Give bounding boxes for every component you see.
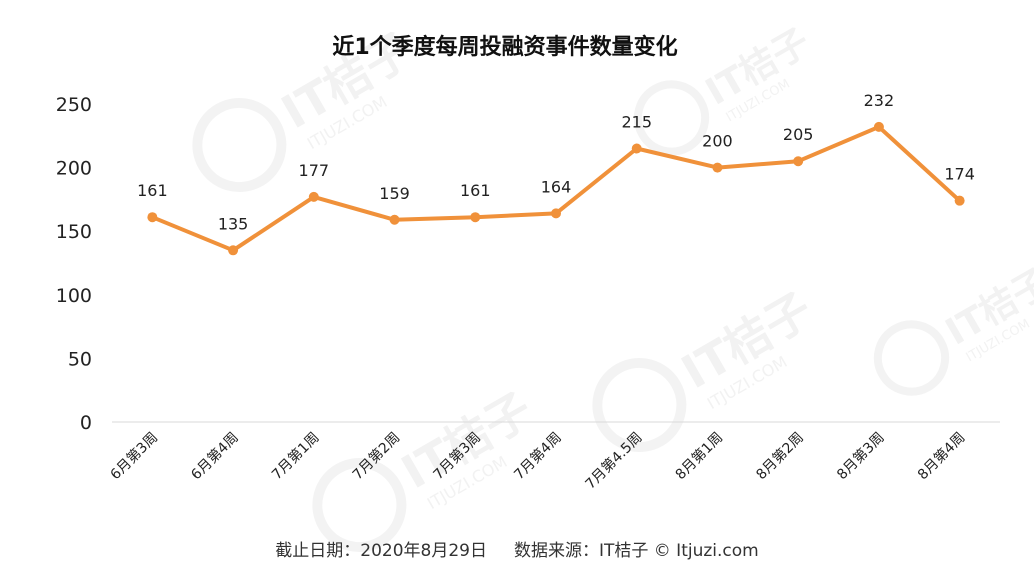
data-point — [873, 121, 884, 132]
data-point — [308, 191, 319, 202]
data-label: 164 — [541, 177, 572, 196]
watermark-logo-icon — [592, 358, 687, 452]
y-tick-label: 250 — [56, 94, 92, 116]
y-tick-label: 50 — [68, 348, 92, 370]
data-point — [793, 156, 804, 167]
chart-title: 近1个季度每周投融资事件数量变化 — [332, 34, 677, 60]
data-point — [147, 212, 158, 223]
series-layer — [147, 121, 965, 256]
x-tick-label: 8月第1周 — [672, 429, 726, 483]
data-label: 232 — [864, 91, 895, 110]
data-label: 205 — [783, 125, 814, 144]
data-point — [228, 245, 239, 256]
watermark-logo-icon — [633, 80, 710, 156]
data-label: 174 — [944, 165, 975, 184]
data-point — [631, 143, 642, 154]
x-tick-label: 8月第4周 — [914, 429, 968, 483]
data-label: 161 — [460, 181, 491, 200]
data-labels-layer: 161 135 177 159 161 164 215 200 205 232 174 — [137, 91, 975, 233]
y-tick-label: 150 — [56, 221, 92, 243]
data-label: 200 — [702, 132, 733, 151]
data-point — [954, 195, 965, 206]
data-point — [470, 212, 481, 223]
watermark-logo-icon — [312, 458, 407, 552]
x-axis: 6月第3周 6月第4周 7月第1周 7月第2周 7月第3周 7月第4周 7月第4.5周 8月第… — [107, 429, 969, 493]
watermark-logo-icon — [873, 320, 950, 396]
data-label: 215 — [621, 113, 652, 132]
data-label: 135 — [218, 214, 249, 233]
y-axis: 0 50 100 150 200 250 — [56, 94, 92, 434]
x-tick-label: 6月第3周 — [107, 429, 161, 483]
y-tick-label: 200 — [56, 158, 92, 180]
data-label: 161 — [137, 181, 168, 200]
data-label: 159 — [379, 184, 410, 203]
data-point — [712, 162, 723, 173]
data-point — [389, 214, 400, 225]
data-label: 177 — [299, 161, 330, 180]
y-tick-label: 0 — [80, 412, 92, 434]
y-tick-label: 100 — [56, 285, 92, 307]
watermark-logo-icon — [192, 98, 287, 192]
x-tick-label: 7月第1周 — [268, 429, 322, 483]
data-point — [551, 208, 561, 219]
chart-footer: 截止日期：2020年8月29日 数据来源：IT桔子 © Itjuzi.com — [275, 541, 758, 561]
watermark-layer: IT桔子ITJUZI.COMIT桔子ITJUZI.COMIT桔子ITJUZI.C… — [192, 20, 1034, 552]
x-tick-label: 8月第3周 — [833, 429, 887, 483]
x-tick-label: 6月第4周 — [188, 429, 242, 483]
x-tick-label: 8月第2周 — [753, 429, 807, 483]
